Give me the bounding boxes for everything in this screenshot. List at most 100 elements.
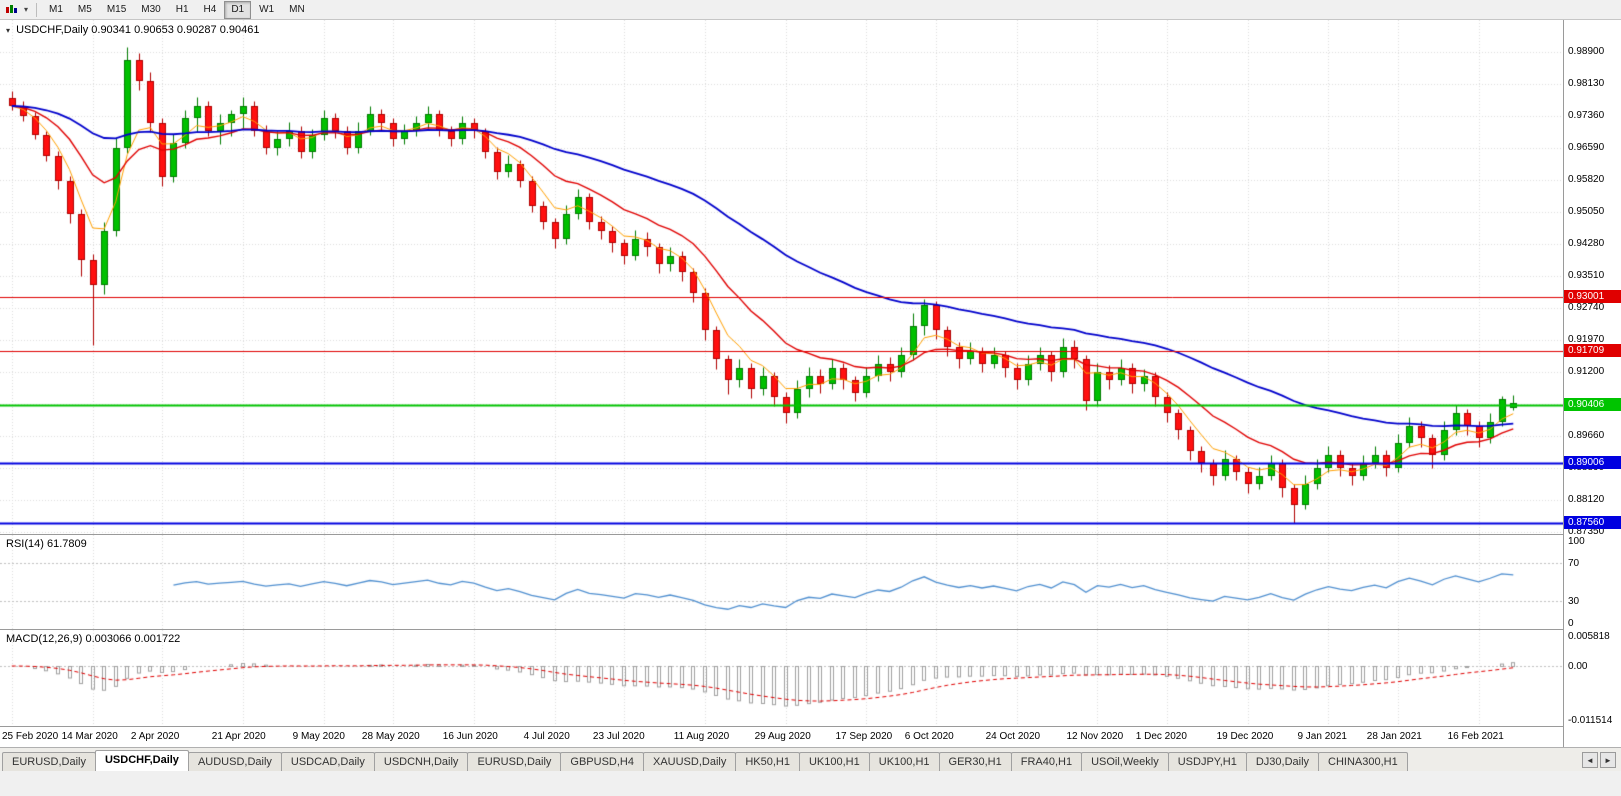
rsi-canvas[interactable]	[0, 535, 1563, 629]
chart-symbol-marker-icon: ▾	[6, 26, 11, 35]
chart-tab-9[interactable]: UK100,H1	[798, 752, 870, 771]
date-axis-label: 21 Apr 2020	[211, 731, 266, 742]
price-axis-label: 0.91970	[1568, 333, 1605, 345]
date-axis-label: 12 Nov 2020	[1066, 731, 1124, 742]
price-axis-label: 0.94280	[1568, 237, 1605, 249]
date-axis-label: 9 Jan 2021	[1297, 731, 1347, 742]
date-axis-label: 28 May 2020	[361, 731, 420, 742]
chart-tab-11[interactable]: GER30,H1	[938, 752, 1012, 771]
macd-panel-separator[interactable]	[0, 629, 1621, 630]
date-axis-label: 14 Mar 2020	[61, 731, 118, 742]
price-axis-label: 0.91200	[1568, 365, 1605, 377]
chart-tab-12[interactable]: FRA40,H1	[1010, 752, 1083, 771]
main-chart-canvas[interactable]	[0, 20, 1563, 534]
date-axis[interactable]: 25 Feb 2020 14 Mar 2020 2 Apr 2020 21 Apr 2…	[0, 727, 1563, 747]
chart-tab-15[interactable]: DJ30,Daily	[1245, 752, 1320, 771]
rsi-panel-separator[interactable]	[0, 534, 1621, 535]
chart-tab-7[interactable]: XAUUSD,Daily	[642, 752, 737, 771]
timeframe-button-m5[interactable]: M5	[77, 3, 92, 15]
price-axis-label: 0.88120	[1568, 493, 1605, 505]
rsi-indicator-name: RSI(14)	[6, 538, 44, 550]
tabbar: EURUSD,Daily USDCHF,Daily AUDUSD,Daily USDC…	[0, 747, 1621, 771]
timeframe-button-m15[interactable]: M15	[106, 3, 127, 15]
rsi-axis-label: 70	[1568, 558, 1580, 570]
date-axis-separator	[0, 726, 1621, 727]
toolbar-separator	[36, 2, 37, 17]
timeframe-button-w1[interactable]: W1	[259, 3, 275, 15]
chart-tab-2[interactable]: AUDUSD,Daily	[187, 752, 282, 771]
date-axis-label: 1 Dec 2020	[1135, 731, 1187, 742]
timeframe-button-m30[interactable]: M30	[141, 3, 161, 15]
rsi-axis-label: 0	[1568, 618, 1574, 629]
date-axis-label: 29 Aug 2020	[754, 731, 811, 742]
price-level-badge: 0.93001	[1564, 290, 1621, 304]
chart-tab-8[interactable]: HK50,H1	[735, 752, 800, 771]
macd-axis-label: 0.00	[1568, 661, 1588, 672]
chart-tab-4[interactable]: USDCNH,Daily	[373, 752, 469, 771]
price-axis-label: 0.95820	[1568, 173, 1605, 185]
price-level-badge: 0.90406	[1564, 397, 1621, 411]
price-axis-label: 0.95050	[1568, 205, 1605, 217]
timeframe-button-m1[interactable]: M1	[49, 3, 63, 15]
chart-tabs: EURUSD,Daily USDCHF,Daily AUDUSD,Daily USDC…	[0, 750, 1578, 771]
price-axis-label: 0.89660	[1568, 429, 1605, 441]
macd-axis-label: -0.011514	[1568, 715, 1613, 726]
date-axis-label: 17 Sep 2020	[835, 731, 893, 742]
macd-axis-label: 0.005818	[1568, 631, 1610, 642]
date-axis-label: 25 Feb 2020	[2, 731, 59, 742]
timeframe-button-mn[interactable]: MN	[289, 3, 305, 15]
chart-tab-13[interactable]: USOil,Weekly	[1081, 752, 1169, 771]
chart-symbol: USDCHF,Daily	[16, 24, 89, 36]
chart-tab-0[interactable]: EURUSD,Daily	[2, 752, 96, 771]
chart-tab-10[interactable]: UK100,H1	[868, 752, 940, 771]
date-axis-label: 23 Jul 2020	[592, 731, 645, 742]
chart-tab-3[interactable]: USDCAD,Daily	[280, 752, 375, 771]
date-axis-label: 11 Aug 2020	[673, 731, 730, 742]
chart-tab-1[interactable]: USDCHF,Daily	[94, 750, 189, 771]
macd-indicator-values: 0.003066 0.001722	[85, 633, 181, 645]
price-axis-label: 0.97360	[1568, 109, 1605, 121]
price-axis-label: 0.98130	[1568, 77, 1605, 89]
chart-tab-16[interactable]: CHINA300,H1	[1318, 752, 1408, 771]
date-axis-label: 6 Oct 2020	[904, 731, 954, 742]
date-axis-label: 24 Oct 2020	[985, 731, 1041, 742]
chart-tab-5[interactable]: EURUSD,Daily	[467, 752, 562, 771]
rsi-indicator-value: 61.7809	[46, 538, 87, 550]
chart-ohlc: 0.90341 0.90653 0.90287 0.90461	[91, 24, 260, 36]
price-axis-label: 0.93510	[1568, 269, 1605, 281]
price-axis-label: 0.87350	[1568, 525, 1605, 537]
macd-label: MACD(12,26,9) 0.003066 0.001722	[6, 633, 180, 645]
date-axis-label: 28 Jan 2021	[1366, 731, 1422, 742]
chart-type-dropdown-icon[interactable]: ▾	[23, 5, 28, 14]
tab-scroll-buttons: ◄ ►	[1578, 752, 1621, 771]
price-axis-label: 0.96590	[1568, 141, 1605, 153]
rsi-axis-label: 100	[1568, 536, 1585, 547]
date-axis-label: 4 Jul 2020	[523, 731, 570, 742]
date-axis-label: 16 Jun 2020	[442, 731, 498, 742]
price-axis[interactable]: 0.98900 0.98130 0.97360 0.96590 0.95820 0.950…	[1563, 20, 1621, 747]
rsi-axis-label: 30	[1568, 595, 1580, 607]
date-axis-label: 19 Dec 2020	[1216, 731, 1274, 742]
timeframe-button-d1[interactable]: D1	[224, 0, 252, 19]
macd-indicator-name: MACD(12,26,9)	[6, 633, 83, 645]
candlestick-icon	[6, 5, 17, 13]
price-level-badge: 0.89006	[1564, 456, 1621, 470]
timeframe-button-h4[interactable]: H4	[203, 3, 217, 15]
toolbar: ▾ M1 M5 M15 M30 H1 H4 D1 W1 MN	[0, 0, 1621, 20]
date-axis-label: 16 Feb 2021	[1447, 731, 1504, 742]
macd-canvas[interactable]	[0, 630, 1563, 726]
chart-tab-6[interactable]: GBPUSD,H4	[560, 752, 644, 771]
price-axis-label: 0.98900	[1568, 45, 1605, 57]
chart-tab-14[interactable]: USDJPY,H1	[1167, 752, 1247, 771]
price-level-badge: 0.87560	[1564, 516, 1621, 530]
timeframe-toolbar: M1 M5 M15 M30 H1 H4 D1 W1 MN	[42, 0, 312, 19]
tab-scroll-right-icon[interactable]: ►	[1600, 752, 1616, 768]
timeframe-button-h1[interactable]: H1	[175, 3, 189, 15]
price-axis-label: 0.92740	[1568, 301, 1605, 313]
date-axis-label: 9 May 2020	[292, 731, 345, 742]
tab-scroll-left-icon[interactable]: ◄	[1582, 752, 1598, 768]
date-axis-label: 2 Apr 2020	[130, 731, 180, 742]
rsi-label: RSI(14) 61.7809	[6, 538, 87, 550]
chart-type-icon[interactable]	[3, 2, 21, 18]
